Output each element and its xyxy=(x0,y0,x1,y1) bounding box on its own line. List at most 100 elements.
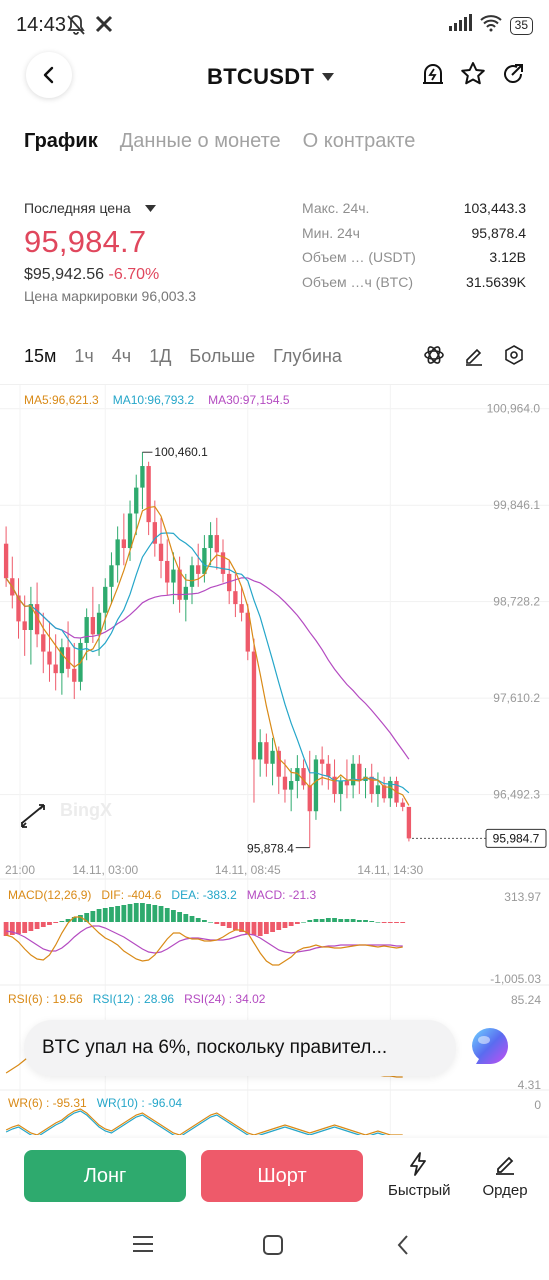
candle-body xyxy=(208,535,213,549)
y-tick-label: 98,728.2 xyxy=(493,595,540,609)
timeframe-1d[interactable]: 1Д xyxy=(149,346,172,366)
candle-body xyxy=(109,565,114,587)
x-tick-label: 14.11, 14:30 xyxy=(357,863,423,877)
y-tick-label: 99,846.1 xyxy=(493,498,540,512)
star-icon xyxy=(461,62,485,85)
macd-histogram-bar xyxy=(121,905,127,922)
macd-histogram-bar xyxy=(146,904,152,922)
favorite-button[interactable] xyxy=(459,60,487,88)
high-marker-label: 100,460.1 xyxy=(154,445,208,459)
status-right-icons: 35 xyxy=(448,14,533,37)
stat-label: Макс. 24ч. xyxy=(302,200,370,216)
timeframe-more[interactable]: Больше xyxy=(189,346,256,366)
back-button[interactable] xyxy=(26,52,72,98)
pencil-icon xyxy=(496,1156,514,1175)
macd-histogram-bar xyxy=(96,909,102,922)
share-button[interactable] xyxy=(499,60,527,88)
candle-body xyxy=(59,647,65,674)
x-app-icon xyxy=(94,14,114,41)
wr10-line xyxy=(5,1110,387,1135)
pair-title: BTCUSDT xyxy=(207,64,315,89)
macd-histogram-bar xyxy=(3,922,9,936)
macd-histogram-bar xyxy=(183,914,189,922)
candle-body xyxy=(84,617,89,643)
stat-label: Мин. 24ч xyxy=(302,224,360,241)
chart-divider xyxy=(0,384,549,385)
tab-coin-data[interactable]: Данные о монете xyxy=(119,130,281,152)
price-alert-button[interactable] xyxy=(419,60,447,88)
news-banner[interactable]: BTC упал на 6%, поскольку правител... xyxy=(24,1020,456,1076)
indicators-button[interactable] xyxy=(423,344,445,371)
candle-body xyxy=(16,595,21,622)
timeframe-1h[interactable]: 1ч xyxy=(74,346,94,366)
short-button[interactable]: Шорт xyxy=(201,1150,363,1202)
signal-icon xyxy=(448,14,472,37)
ai-assistant-button[interactable] xyxy=(466,1022,514,1070)
pair-selector[interactable]: BTCUSDT xyxy=(207,64,335,90)
quick-label: Быстрый xyxy=(388,1182,451,1199)
y-tick-label: 97,610.2 xyxy=(493,691,540,705)
candle-body xyxy=(171,569,176,583)
macd-dif-line xyxy=(5,916,403,966)
ma5-line xyxy=(5,505,410,806)
tab-chart[interactable]: График xyxy=(24,130,98,152)
candle-body xyxy=(270,750,275,764)
last-price-selector[interactable]: Последняя цена xyxy=(24,200,534,216)
square-icon xyxy=(263,1235,283,1255)
order-label: Ордер xyxy=(482,1182,528,1199)
rsi-legend: RSI(6) : 19.56 RSI(12) : 28.96 RSI(24) :… xyxy=(8,992,265,1006)
candle-body xyxy=(258,742,263,760)
macd-histogram-bar xyxy=(319,919,325,922)
home-button[interactable] xyxy=(262,1234,284,1261)
stat-low-24h: Мин. 24ч 95,878.4 xyxy=(302,225,526,250)
long-button[interactable]: Лонг xyxy=(24,1150,186,1202)
timeframe-depth[interactable]: Глубина xyxy=(273,346,342,366)
macd-histogram-bar xyxy=(363,920,368,922)
expand-icon[interactable] xyxy=(21,804,45,828)
wr-scale-top: 0 xyxy=(534,1098,541,1112)
wr-legend: WR(6) : -95.31 WR(10) : -96.04 xyxy=(8,1096,182,1110)
atom-icon xyxy=(424,346,444,364)
macd-histogram-bar xyxy=(294,922,300,924)
order-button[interactable]: Ордер xyxy=(475,1152,535,1199)
timeframe-4h[interactable]: 4ч xyxy=(111,346,132,366)
macd-histogram-bar xyxy=(78,915,83,922)
candle-body xyxy=(96,612,102,635)
candle-body xyxy=(381,785,387,799)
macd-histogram-bar xyxy=(307,920,313,922)
macd-histogram-bar xyxy=(34,922,40,929)
candle-body xyxy=(146,466,151,523)
caret-down-icon xyxy=(144,204,156,212)
macd-histogram-bar xyxy=(208,922,213,923)
back-nav-button[interactable] xyxy=(396,1234,410,1261)
ma30-line xyxy=(5,577,410,760)
macd-histogram-bar xyxy=(276,922,282,930)
system-nav-bar xyxy=(0,1218,549,1280)
quick-order-button[interactable]: Быстрый xyxy=(388,1152,451,1199)
macd-histogram-bar xyxy=(400,922,406,923)
draw-button[interactable] xyxy=(463,344,485,371)
candlestick-chart[interactable]: 100,964.0 99,846.1 98,728.2 97,610.2 96,492.… xyxy=(0,385,549,1135)
candle-body xyxy=(115,539,120,566)
candle-body xyxy=(338,781,343,794)
price-panel: Последняя цена 95,984.7 $95,942.56 -6.70… xyxy=(24,200,534,304)
candle-body xyxy=(400,802,405,807)
macd-dea: DEA: -383.2 xyxy=(171,888,237,902)
candle-body xyxy=(332,776,337,794)
candle-body xyxy=(369,776,374,794)
macd-histogram-bar xyxy=(59,921,65,922)
usd-line: $95,942.56 -6.70% xyxy=(24,266,534,284)
ma10-legend: MA10:96,793.2 xyxy=(112,393,195,407)
macd-histogram-bar xyxy=(195,918,201,922)
timeframe-15m[interactable]: 15м xyxy=(24,346,57,366)
chart-settings-button[interactable] xyxy=(503,344,525,371)
candle-body xyxy=(319,759,325,764)
tab-contract[interactable]: О контракте xyxy=(302,130,416,152)
macd-histogram-bar xyxy=(133,903,139,922)
macd-histogram-bar xyxy=(140,903,145,922)
current-price-tag-box xyxy=(485,828,547,848)
candle-body xyxy=(183,586,188,600)
recent-apps-button[interactable] xyxy=(132,1234,154,1259)
ai-orb-icon xyxy=(472,1027,508,1064)
candle-body xyxy=(22,621,27,630)
